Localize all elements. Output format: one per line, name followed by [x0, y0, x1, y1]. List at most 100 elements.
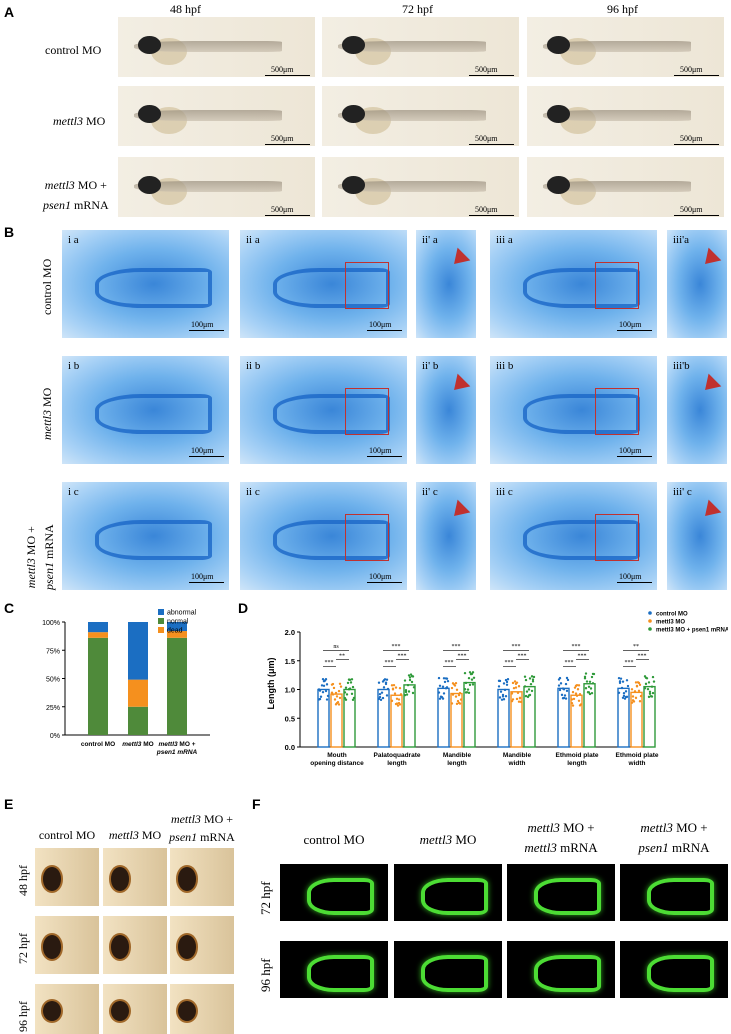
- data-point: [349, 681, 353, 684]
- data-point: [438, 697, 442, 700]
- bar-mettl3 MO + psen1 mRNA: [463, 681, 476, 748]
- eye: [41, 865, 64, 893]
- data-point: [505, 680, 509, 684]
- legend-label: mettl3 MO + psen1 mRNA: [656, 628, 728, 634]
- x-tick-label: mettl3 MO +: [158, 741, 195, 748]
- data-point: [570, 698, 574, 701]
- data-point: [506, 677, 510, 681]
- larva-closeup-image: [170, 984, 234, 1034]
- scale-bar: [265, 215, 310, 216]
- scale-bar-label: 100μm: [619, 572, 642, 581]
- panel-c-chart: 0%25%50%75%100%control MO mettl3 MO mettl3…: [42, 609, 210, 756]
- scale-bar-label: 500μm: [271, 205, 294, 214]
- larva-body: [133, 181, 282, 192]
- data-point: [472, 676, 476, 679]
- text-span: control MO: [38, 828, 96, 842]
- data-point: [633, 690, 637, 693]
- eye: [176, 999, 199, 1023]
- scale-bar-label: 100μm: [369, 446, 392, 455]
- larva-closeup-image: [35, 848, 99, 906]
- data-point: [587, 685, 591, 688]
- sublabel: ii c: [246, 486, 260, 498]
- sig-label: ***: [578, 653, 587, 659]
- cartilage-image: [62, 356, 229, 464]
- scale-bar: [617, 582, 652, 583]
- data-point: [619, 677, 623, 680]
- eye: [109, 933, 132, 961]
- data-point: [378, 692, 382, 696]
- cartilage-structure: [523, 519, 640, 561]
- data-point: [395, 697, 399, 700]
- panel-f-col-header: mettl3 MO: [388, 830, 508, 850]
- y-tick-label: 0%: [50, 733, 60, 740]
- y-tick-label: 1.5: [285, 657, 295, 666]
- y-tick-label: 25%: [46, 705, 60, 712]
- text-span: MO: [452, 832, 477, 847]
- data-point: [497, 685, 501, 688]
- data-point: [570, 702, 574, 705]
- data-point: [578, 693, 582, 696]
- data-point: [585, 680, 589, 683]
- data-point: [647, 695, 651, 699]
- scale-bar-label: 500μm: [475, 65, 498, 74]
- data-point: [382, 686, 386, 689]
- data-point: [574, 692, 578, 695]
- data-point: [334, 703, 338, 706]
- data-point: [409, 673, 413, 676]
- y-tick-label: 50%: [46, 677, 60, 684]
- panel-d-label: D: [238, 600, 249, 616]
- x-tick-label: length: [447, 760, 467, 767]
- data-point: [562, 688, 566, 691]
- text-span: mRNA: [556, 840, 598, 855]
- data-point: [636, 681, 640, 684]
- data-point: [446, 679, 450, 683]
- data-point: [443, 680, 447, 684]
- x-tick-label: Palatoquadrate: [374, 752, 421, 759]
- scale-bar: [674, 75, 719, 76]
- bar-segment-abnormal: [128, 622, 148, 680]
- cartilage-structure: [523, 267, 640, 309]
- data-point: [451, 693, 455, 696]
- text-span: MO +: [200, 812, 234, 826]
- data-point: [523, 685, 527, 688]
- data-point: [646, 687, 650, 691]
- data-point: [530, 689, 534, 693]
- bar-mettl3 MO: [630, 691, 643, 748]
- data-point: [332, 686, 336, 690]
- text-span: mettl3: [108, 828, 139, 842]
- data-point: [648, 692, 652, 695]
- data-point: [467, 691, 471, 695]
- cartilage-image: [62, 482, 229, 590]
- larva-closeup-image: [35, 916, 99, 974]
- sublabel: iii c: [496, 486, 513, 498]
- data-point: [334, 691, 338, 695]
- data-point: [577, 684, 581, 687]
- data-point: [330, 683, 334, 686]
- data-point: [403, 693, 407, 697]
- cartilage-image: [240, 482, 407, 590]
- cartilage-image: [416, 356, 476, 464]
- data-point: [351, 685, 355, 689]
- green-cartilage-signal: [534, 955, 602, 992]
- data-point: [532, 675, 536, 679]
- data-point: [384, 682, 388, 686]
- data-point: [561, 697, 565, 700]
- legend-swatch: [158, 618, 164, 624]
- data-point: [621, 696, 625, 699]
- sublabel: iii' c: [673, 486, 692, 498]
- x-tick-label: Mandible: [503, 752, 532, 759]
- data-point: [395, 702, 399, 705]
- x-label-text: MO +: [178, 741, 196, 748]
- larva-image: [322, 17, 519, 77]
- data-point: [620, 686, 624, 690]
- larva-body: [337, 110, 486, 121]
- bar-mettl3 MO + psen1 mRNA: [643, 685, 656, 748]
- x-tick-label: mettl3 MO: [122, 741, 153, 748]
- scale-bar-label: 100μm: [191, 320, 214, 329]
- panel-e-row-label: 96 hpf: [16, 1001, 30, 1032]
- data-point: [411, 691, 415, 695]
- sublabel: ii' a: [422, 234, 438, 246]
- data-point: [397, 698, 401, 701]
- data-point: [501, 693, 505, 697]
- data-point: [517, 685, 521, 688]
